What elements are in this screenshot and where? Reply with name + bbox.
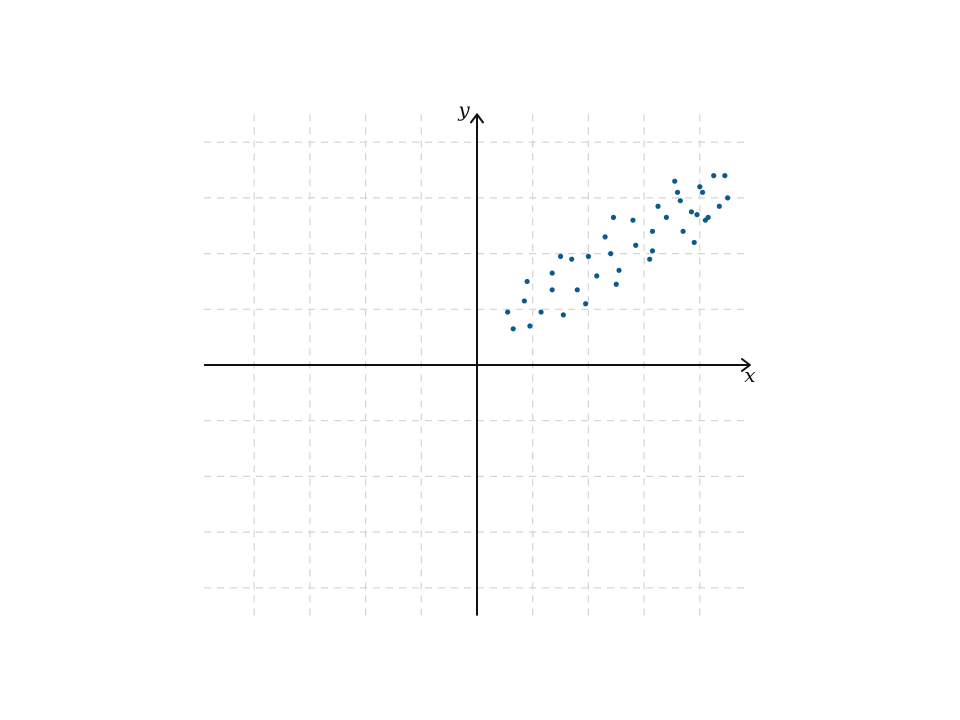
data-point bbox=[649, 248, 656, 254]
data-point bbox=[610, 214, 617, 220]
data-point bbox=[725, 195, 731, 201]
data-point bbox=[694, 212, 700, 218]
data-point bbox=[663, 214, 669, 220]
data-point bbox=[705, 214, 711, 220]
data-point bbox=[538, 309, 544, 315]
data-points bbox=[505, 173, 731, 332]
x-axis-label: x bbox=[744, 363, 755, 387]
data-point bbox=[680, 228, 686, 234]
data-point bbox=[633, 242, 639, 248]
data-point bbox=[677, 198, 683, 204]
data-point bbox=[527, 323, 533, 329]
data-point bbox=[583, 301, 589, 307]
data-point bbox=[697, 184, 703, 190]
data-point bbox=[655, 203, 661, 209]
data-point bbox=[672, 178, 678, 184]
data-point bbox=[560, 312, 566, 318]
data-point bbox=[630, 217, 636, 223]
data-point bbox=[649, 228, 656, 234]
data-point bbox=[722, 173, 728, 179]
data-point bbox=[608, 251, 614, 257]
y-axis-arrowhead bbox=[470, 113, 484, 124]
data-point bbox=[521, 298, 527, 304]
data-point bbox=[647, 256, 653, 262]
data-point bbox=[691, 239, 697, 246]
data-point bbox=[616, 267, 622, 273]
data-point bbox=[711, 173, 717, 179]
data-point bbox=[524, 278, 530, 285]
data-point bbox=[613, 281, 619, 287]
axes: x y bbox=[204, 97, 756, 616]
y-axis-label: y bbox=[457, 97, 470, 121]
data-point bbox=[674, 189, 681, 195]
data-point bbox=[549, 270, 555, 276]
data-point bbox=[688, 209, 695, 215]
data-point bbox=[602, 234, 608, 240]
data-point bbox=[699, 189, 706, 195]
data-point bbox=[594, 273, 600, 279]
data-point bbox=[574, 287, 580, 293]
data-point bbox=[549, 287, 555, 293]
data-point bbox=[716, 203, 722, 209]
data-point bbox=[505, 309, 511, 315]
data-point bbox=[557, 253, 564, 259]
x-axis-arrowhead bbox=[740, 358, 751, 372]
data-point bbox=[569, 256, 575, 262]
data-point bbox=[585, 253, 592, 259]
data-point bbox=[510, 326, 516, 332]
